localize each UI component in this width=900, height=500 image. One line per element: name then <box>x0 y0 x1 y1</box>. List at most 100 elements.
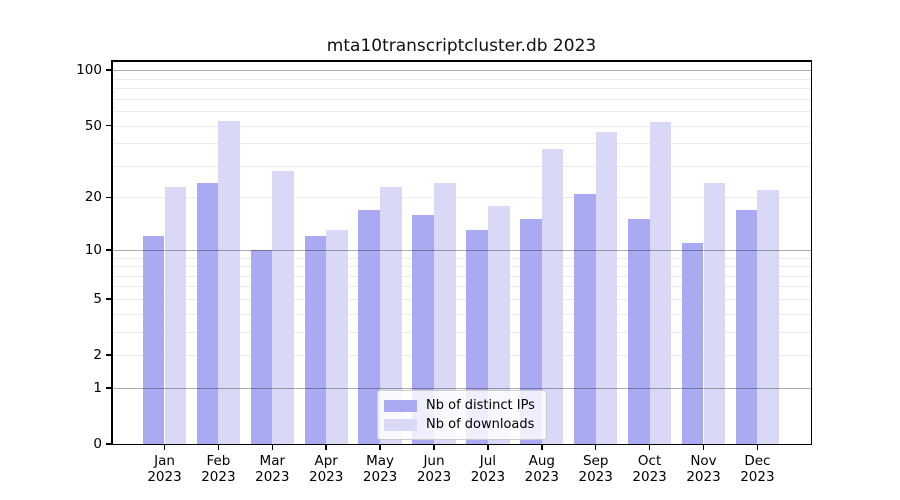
year-label: 2023 <box>524 469 559 485</box>
month-label: May <box>366 453 395 469</box>
x-tick-label-jan: Jan 2023 <box>130 453 200 485</box>
gridline-minor-90 <box>112 78 811 80</box>
year-label: 2023 <box>740 469 775 485</box>
y-tick-label-10: 10 <box>84 241 102 258</box>
x-tick-sep <box>594 445 597 450</box>
y-tick-20 <box>106 196 111 199</box>
x-tick-label-feb: Feb 2023 <box>183 453 253 485</box>
year-label: 2023 <box>416 469 452 485</box>
year-label: 2023 <box>686 469 721 485</box>
y-tick-5 <box>106 298 111 300</box>
bar-distinct-ips-aug <box>520 219 542 444</box>
gridline-minor-40 <box>112 143 811 145</box>
bar-distinct-ips-jan <box>142 236 165 444</box>
y-tick-1 <box>106 387 111 389</box>
bar-downloads-sep <box>595 132 618 444</box>
gridline-minor-4 <box>112 313 811 315</box>
x-tick-label-nov: Nov 2023 <box>669 453 739 485</box>
gridline-minor-9 <box>112 257 811 259</box>
gridline-minor-20 <box>112 197 811 199</box>
y-tick-0 <box>106 443 111 445</box>
year-label: 2023 <box>309 469 344 485</box>
y-tick-label-20: 20 <box>84 189 102 206</box>
gridline-minor-30 <box>112 165 811 167</box>
y-tick-label-100: 100 <box>76 62 102 79</box>
chart-title: mta10transcriptcluster.db 2023 <box>326 36 597 56</box>
gridline-minor-8 <box>112 266 811 267</box>
month-label: Jan <box>154 453 175 469</box>
bar-distinct-ips-sep <box>574 193 596 444</box>
year-label: 2023 <box>362 469 398 485</box>
y-tick-label-2: 2 <box>93 347 102 363</box>
bar-downloads-jun <box>434 183 456 444</box>
month-label: Jun <box>423 453 445 469</box>
x-tick-jan <box>163 445 166 450</box>
year-label: 2023 <box>147 469 182 485</box>
x-tick-may <box>379 445 381 450</box>
bar-distinct-ips-nov <box>681 242 704 444</box>
x-tick-label-may: May 2023 <box>345 453 415 485</box>
x-tick-nov <box>702 445 705 450</box>
bar-downloads-oct <box>649 122 672 444</box>
gridline-major-10 <box>112 249 811 251</box>
y-tick-10 <box>106 249 111 251</box>
bar-downloads-aug <box>541 149 564 444</box>
bar-distinct-ips-oct <box>627 219 650 444</box>
x-tick-dec <box>756 445 759 450</box>
bar-downloads-nov <box>703 183 726 444</box>
gridline-minor-7 <box>112 275 811 277</box>
x-tick-label-jun: Jun 2023 <box>399 453 469 485</box>
year-label: 2023 <box>201 469 236 485</box>
bar-downloads-feb <box>218 120 241 444</box>
gridline-minor-60 <box>112 111 811 112</box>
legend: Nb of distinct IPs Nb of downloads <box>377 390 547 440</box>
bar-distinct-ips-feb <box>196 183 219 444</box>
year-label: 2023 <box>632 469 667 485</box>
month-label: Jul <box>479 453 497 469</box>
x-tick-jul <box>487 445 489 450</box>
legend-row-distinct-ips: Nb of distinct IPs <box>384 396 538 415</box>
x-tick-label-jul: Jul 2023 <box>453 453 523 485</box>
axis-spine-right <box>810 60 812 445</box>
year-label: 2023 <box>470 469 506 485</box>
month-label: Dec <box>744 453 771 469</box>
gridline-major-100 <box>112 70 811 72</box>
legend-label-distinct-ips: Nb of distinct IPs <box>426 398 535 413</box>
x-tick-oct <box>648 445 651 450</box>
month-label: Nov <box>690 453 717 469</box>
plot-area: Nb of distinct IPs Nb of downloads 0 1 2 5 1… <box>76 60 812 485</box>
bar-downloads-mar <box>272 171 294 444</box>
bar-downloads-dec <box>757 190 780 444</box>
x-tick-feb <box>217 445 220 450</box>
y-tick-label-50: 50 <box>84 117 102 134</box>
gridline-minor-6 <box>112 286 811 288</box>
legend-swatch-distinct-ips <box>384 399 417 412</box>
bar-downloads-jan <box>164 186 187 444</box>
gridline-minor-50 <box>112 125 811 127</box>
bar-downloads-may <box>380 186 402 444</box>
x-tick-jun <box>433 445 435 450</box>
y-tick-50 <box>106 124 111 127</box>
x-tick-label-aug: Aug 2023 <box>507 453 577 485</box>
legend-row-downloads: Nb of downloads <box>384 415 538 434</box>
y-tick-label-5: 5 <box>93 290 102 307</box>
bar-distinct-ips-jun <box>412 214 434 444</box>
y-tick-100 <box>106 69 111 71</box>
month-label: Sep <box>582 453 609 469</box>
gridline-minor-3 <box>112 331 811 333</box>
x-tick-label-sep: Sep 2023 <box>561 453 631 485</box>
bar-distinct-ips-dec <box>735 209 758 444</box>
y-tick-2 <box>106 354 111 356</box>
bar-downloads-jul <box>487 205 510 444</box>
x-tick-label-mar: Mar 2023 <box>237 453 307 485</box>
axis-spine-bottom <box>111 443 812 445</box>
month-label: Oct <box>637 453 662 469</box>
x-tick-mar <box>271 445 274 450</box>
bar-downloads-apr <box>326 230 348 444</box>
gridline-minor-5 <box>112 298 811 300</box>
x-tick-apr <box>325 445 327 450</box>
gridline-minor-70 <box>112 98 811 100</box>
x-tick-label-oct: Oct 2023 <box>615 453 685 485</box>
month-label: Apr <box>314 453 338 469</box>
